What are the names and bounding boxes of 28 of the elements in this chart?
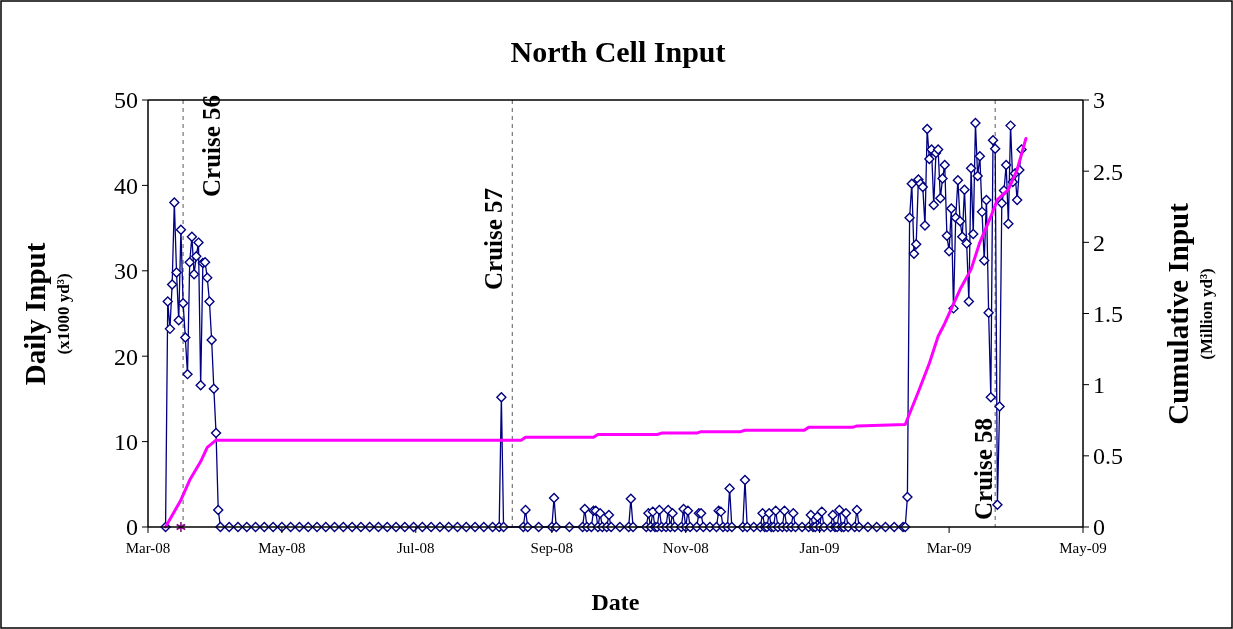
x-tick-label: Jul-08: [397, 540, 435, 556]
x-tick-label: Jan-09: [799, 540, 840, 556]
ref-line-label: Cruise 56: [198, 94, 226, 197]
y2-tick-label: 1.5: [1093, 300, 1123, 327]
x-tick-label: Sep-08: [530, 540, 574, 556]
y-tick-label: 50: [114, 87, 138, 114]
y2-tick-label: 2: [1093, 229, 1105, 256]
ref-line-label: Cruise 57: [480, 187, 508, 290]
y2-tick-label: 0.5: [1093, 443, 1123, 470]
x-tick-label: Mar-09: [926, 540, 972, 556]
ref-line-label: Cruise 58: [970, 417, 998, 520]
y-tick-label: 0: [126, 514, 138, 541]
x-axis-title: Date: [591, 589, 640, 615]
y2-tick-label: 2.5: [1093, 158, 1123, 185]
x-tick-label: May-09: [1059, 540, 1107, 556]
chart-title: North Cell Input: [510, 35, 726, 68]
y2-tick-label: 1: [1093, 372, 1105, 399]
y2-tick-label: 3: [1093, 87, 1105, 114]
y-tick-label: 20: [114, 343, 138, 370]
x-tick-label: Mar-08: [125, 540, 171, 556]
x-tick-label: May-08: [258, 540, 306, 556]
y-tick-label: 40: [114, 172, 138, 199]
y-axis-title: Daily Input (x1000 yd³): [19, 242, 73, 386]
y2-axis-title: Cumulative Input (Million yd³): [1162, 202, 1216, 425]
y2-tick-label: 0: [1093, 514, 1105, 541]
y-tick-label: 10: [114, 429, 138, 455]
x-tick-label: Nov-08: [662, 540, 709, 556]
y-tick-label: 30: [114, 258, 138, 285]
